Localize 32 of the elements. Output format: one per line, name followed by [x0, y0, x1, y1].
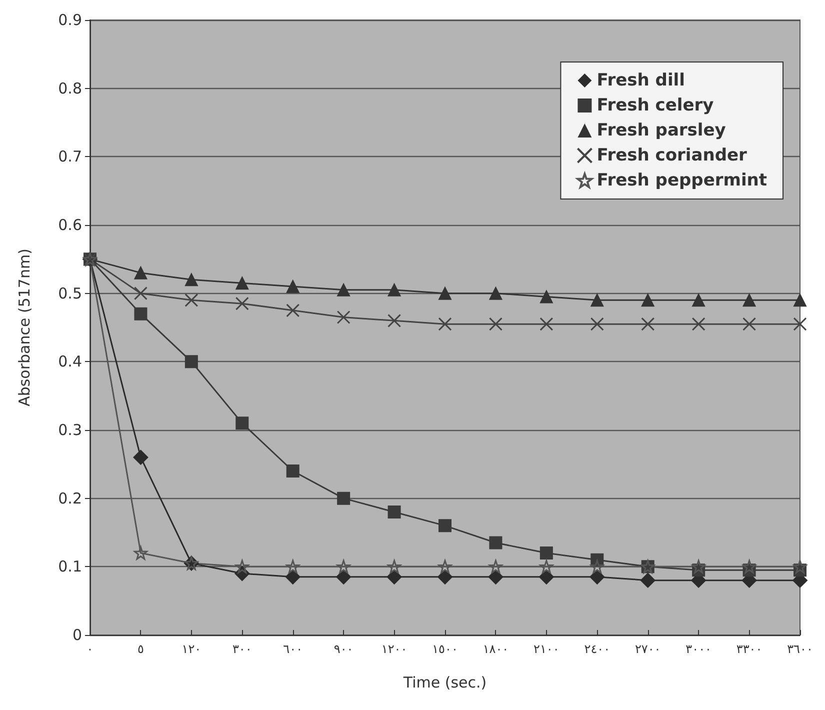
x-tick-label: ٢٤٠٠	[584, 642, 610, 656]
x-tick-label: ٣٠٠	[232, 642, 252, 656]
y-tick-label: 0.1	[58, 558, 82, 576]
legend-label: Fresh peppermint	[596, 170, 768, 190]
y-axis-title: Absorbance (517nm)	[16, 248, 34, 406]
legend-label: Fresh parsley	[596, 120, 726, 140]
x-tick-label: ٣٣٠٠	[736, 642, 762, 656]
y-tick-label: 0.9	[58, 11, 82, 29]
x-tick-label: ٣٠٠٠	[686, 642, 712, 656]
x-tick-label: ١٢٠٠	[381, 642, 408, 656]
x-tick-label: ١٨٠٠	[482, 642, 509, 656]
x-tick-label: ٢١٠٠	[534, 642, 560, 656]
legend-label: Fresh coriander	[596, 146, 748, 166]
x-tick-label: ٩٠٠	[334, 642, 354, 656]
x-tick-label: ٠	[86, 642, 94, 656]
x-tick-label: ٣٦٠٠	[787, 642, 813, 656]
x-tick-label: ١٥٠٠	[432, 642, 458, 656]
legend-label: Fresh dill	[596, 70, 685, 90]
y-tick-label: 0.6	[58, 216, 82, 234]
y-tick-label: 0.2	[58, 489, 82, 508]
y-tick-label: 0.5	[58, 284, 82, 302]
x-tick-label: ١٢٠	[182, 642, 202, 656]
y-tick-label: 0.4	[58, 352, 82, 371]
legend-label: Fresh celery	[596, 96, 714, 116]
x-tick-label: ٢٧٠٠	[634, 642, 661, 656]
x-tick-label: ٦٠٠	[283, 642, 303, 656]
y-tick-label: 0.3	[58, 421, 82, 439]
y-tick-label: 0.7	[58, 148, 82, 166]
y-tick-label: 0	[72, 626, 82, 644]
x-tick-label: ٥	[137, 642, 144, 656]
x-axis-title: Time (sec.)	[402, 674, 487, 692]
y-tick-label: 0.8	[58, 79, 82, 98]
